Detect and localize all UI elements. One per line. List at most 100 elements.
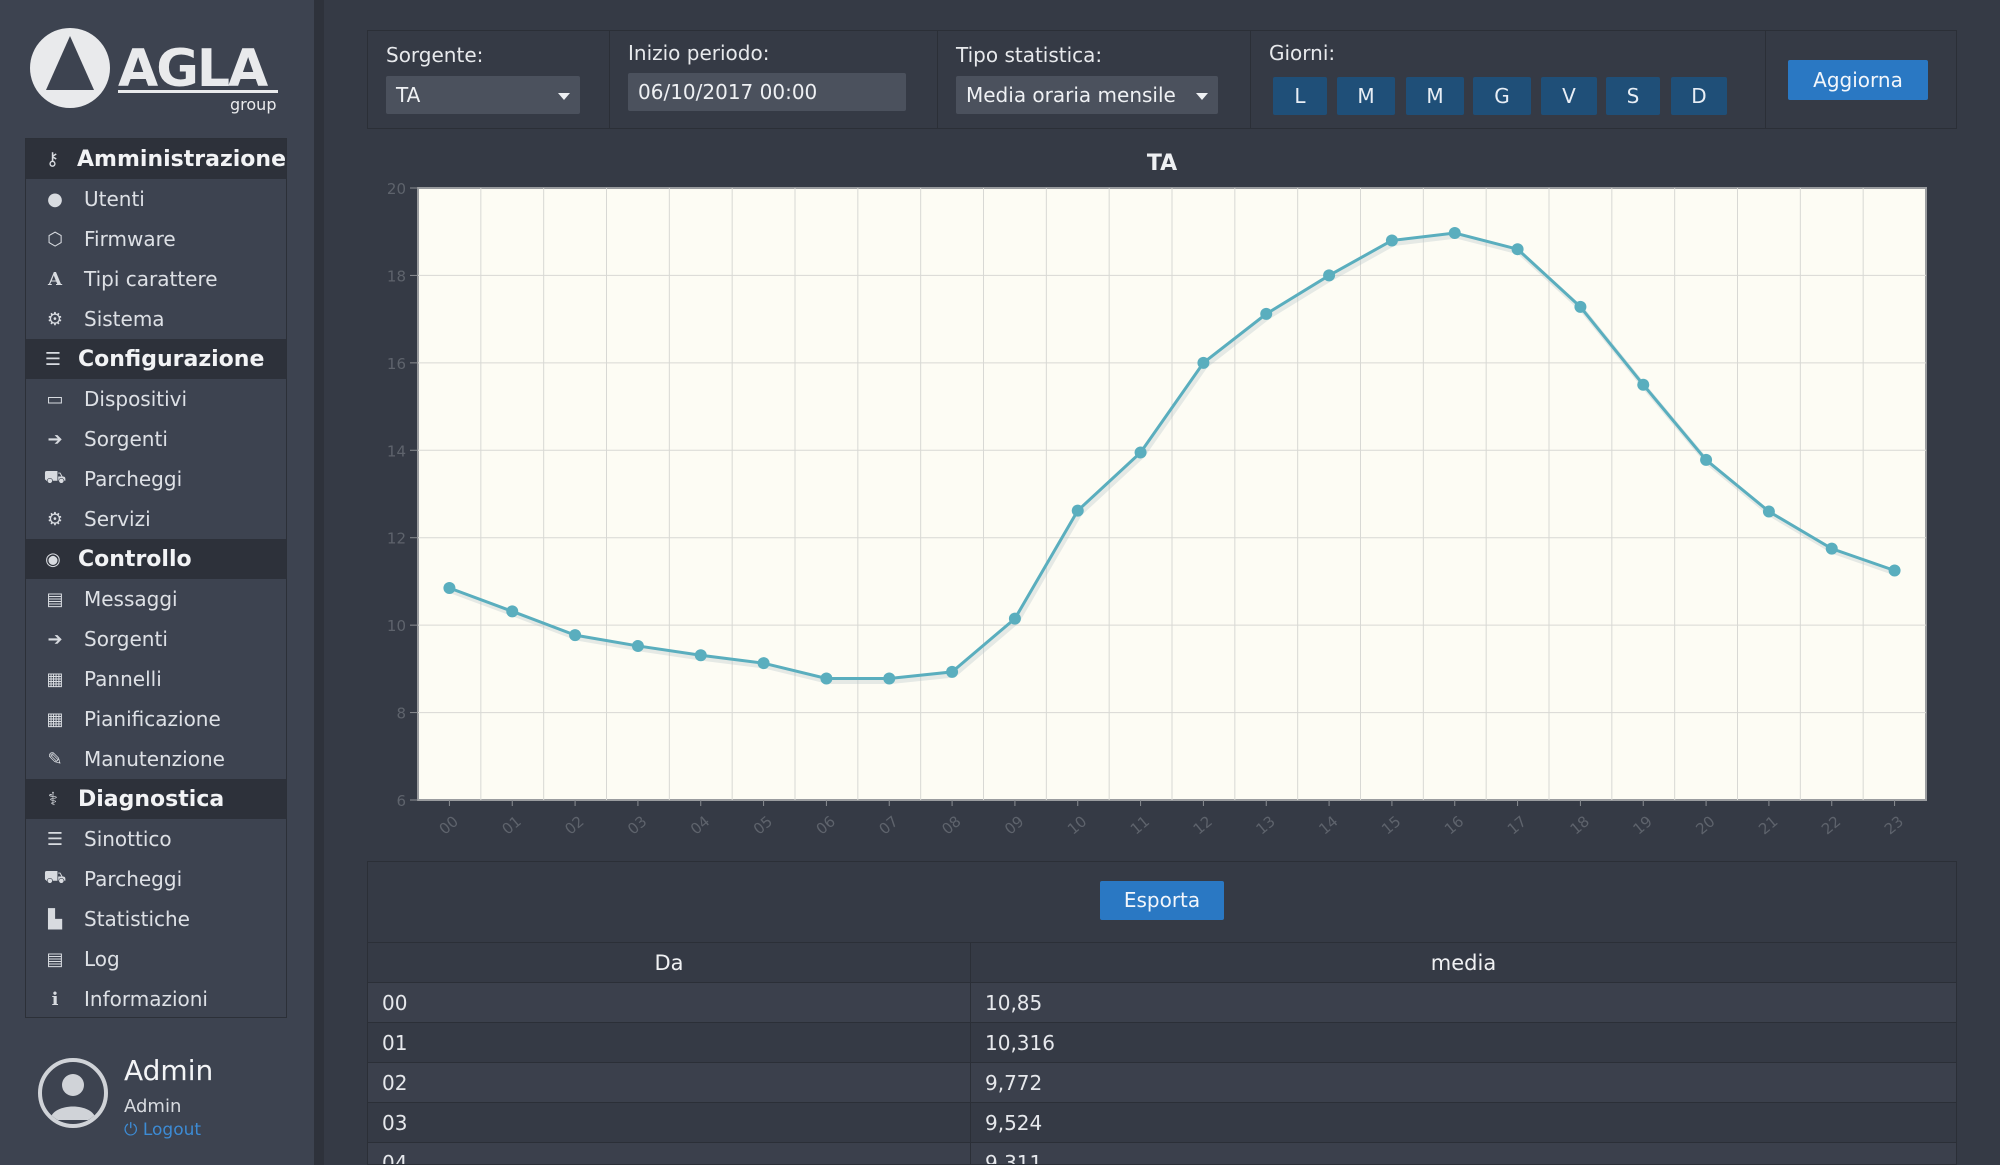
user-icon: ●	[47, 188, 63, 210]
day-button-d[interactable]: D	[1671, 77, 1727, 115]
sidebar-item-label: Parcheggi	[84, 467, 183, 491]
export-button[interactable]: Esporta	[1100, 881, 1224, 920]
x-tick-label: 16	[1441, 812, 1467, 838]
stats-table: Da media 00 10,85 01 10,316 02 9,772 03 …	[368, 943, 1956, 1164]
stats-table-panel: Esporta Da media 00 10,85 01 10,316 02 9…	[367, 861, 1957, 1165]
sidebar-item-parcheggi-diagnostica[interactable]: ⛟ Parcheggi	[26, 859, 286, 899]
x-tick-label: 05	[750, 812, 776, 838]
sidebar-item-pannelli[interactable]: ▦ Pannelli	[26, 659, 286, 699]
start-period-value: 06/10/2017 00:00	[638, 80, 818, 104]
source-select[interactable]: TA	[386, 76, 580, 114]
sign-in-icon: ➔	[47, 428, 63, 450]
day-button-l[interactable]: L	[1273, 77, 1327, 115]
sidebar-item-label: Firmware	[84, 227, 176, 251]
stat-type-value: Media oraria mensile	[966, 83, 1176, 107]
sidebar-item-informazioni[interactable]: i Informazioni	[26, 979, 286, 1019]
logo-brand: AGLA	[118, 39, 268, 99]
logout-label: Logout	[142, 1120, 202, 1140]
table-row: 00 10,85	[368, 982, 1956, 1023]
table-row: 01 10,316	[368, 1022, 1956, 1063]
cog-icon: ⚙	[46, 508, 64, 530]
x-tick-label: 06	[813, 812, 839, 838]
day-button-m1[interactable]: M	[1337, 77, 1395, 115]
cogs-icon: ⚙	[46, 308, 64, 330]
data-point	[883, 672, 896, 685]
sidebar-item-statistiche[interactable]: ▙ Statistiche	[26, 899, 286, 939]
day-button-m2[interactable]: M	[1406, 77, 1464, 115]
sidebar-item-servizi[interactable]: ⚙ Servizi	[26, 499, 286, 539]
stat-type-select[interactable]: Media oraria mensile	[956, 76, 1218, 114]
sidebar-item-label: Sorgenti	[84, 427, 168, 451]
grid-icon: ▦	[46, 668, 64, 690]
menu-section-amministrazione[interactable]: ⚷ Amministrazione	[26, 139, 286, 179]
menu-section-controllo[interactable]: ◉ Controllo	[26, 539, 286, 579]
menu-section-configurazione[interactable]: ☰ Configurazione	[26, 339, 286, 379]
logo-sub: group	[230, 95, 276, 114]
sidebar-divider	[314, 0, 324, 1165]
hdd-icon: ▭	[46, 388, 64, 410]
bar-chart-icon: ▙	[48, 908, 62, 930]
data-point	[569, 629, 582, 642]
x-tick-label: 02	[561, 812, 587, 838]
table-row: 03 9,524	[368, 1102, 1956, 1143]
cube-icon: ⬡	[47, 228, 63, 250]
sidebar-item-label: Utenti	[84, 187, 145, 211]
table-cell: 9,311	[970, 1142, 1956, 1164]
x-tick-label: 20	[1692, 812, 1718, 838]
sidebar-item-sorgenti-controllo[interactable]: ➔ Sorgenti	[26, 619, 286, 659]
sidebar-item-utenti[interactable]: ● Utenti	[26, 179, 286, 219]
x-tick-label: 07	[876, 812, 902, 838]
column-header-da: Da	[368, 943, 971, 983]
source-label: Sorgente:	[386, 43, 484, 67]
data-point	[1260, 307, 1273, 320]
refresh-button[interactable]: Aggiorna	[1788, 60, 1928, 100]
table-cell: 00	[368, 982, 971, 1023]
sidebar-item-dispositivi[interactable]: ▭ Dispositivi	[26, 379, 286, 419]
sidebar-item-label: Parcheggi	[84, 867, 183, 891]
calendar-icon: ▦	[46, 708, 64, 730]
y-tick-label: 14	[387, 442, 406, 460]
sidebar-item-label: Sorgenti	[84, 627, 168, 651]
day-button-s[interactable]: S	[1606, 77, 1660, 115]
gamepad-icon: ◉	[45, 548, 61, 570]
data-point	[443, 581, 456, 594]
agla-logo-mark: AGLA group	[30, 28, 278, 114]
x-tick-label: 23	[1881, 812, 1907, 838]
sidebar-item-label: Pianificazione	[84, 707, 221, 731]
stat-type-label: Tipo statistica:	[956, 43, 1103, 67]
chart: TA 6 8 10 12 14 16 18 20 00 01 02 03 04 05 06 07 08 09 10 1…	[387, 151, 1927, 838]
menu-section-label: Controllo	[78, 546, 192, 572]
x-tick-label: 21	[1755, 812, 1781, 838]
user-role: Admin	[124, 1096, 182, 1117]
menu-section-diagnostica[interactable]: ⚕ Diagnostica	[26, 779, 286, 819]
y-tick-label: 8	[396, 705, 406, 723]
start-period-input[interactable]: 06/10/2017 00:00	[628, 73, 906, 111]
day-button-v[interactable]: V	[1541, 77, 1597, 115]
stethoscope-icon: ⚕	[48, 788, 58, 810]
data-point	[1385, 234, 1398, 247]
sidebar-item-label: Servizi	[84, 507, 151, 531]
sidebar-item-manutenzione[interactable]: ✎ Manutenzione	[26, 739, 286, 779]
stat-type-filter: Tipo statistica: Media oraria mensile	[938, 31, 1251, 128]
data-point	[757, 657, 770, 670]
sidebar-item-pianificazione[interactable]: ▦ Pianificazione	[26, 699, 286, 739]
sidebar-item-firmware[interactable]: ⬡ Firmware	[26, 219, 286, 259]
source-select-value: TA	[396, 83, 421, 107]
list-alt-icon: ▤	[46, 948, 64, 970]
menu-section-label: Configurazione	[78, 346, 265, 372]
sidebar-item-log[interactable]: ▤ Log	[26, 939, 286, 979]
sidebar-item-sinottico[interactable]: ☰ Sinottico	[26, 819, 286, 859]
y-tick-label: 16	[387, 355, 406, 373]
day-button-g[interactable]: G	[1473, 77, 1531, 115]
table-row: 02 9,772	[368, 1062, 1956, 1103]
info-icon: i	[51, 988, 59, 1010]
sidebar-item-tipi-carattere[interactable]: A Tipi carattere	[26, 259, 286, 299]
logout-link[interactable]: ⏻ Logout	[124, 1120, 201, 1140]
sidebar-item-parcheggi[interactable]: ⛟ Parcheggi	[26, 459, 286, 499]
sidebar-item-sorgenti[interactable]: ➔ Sorgenti	[26, 419, 286, 459]
x-tick-label: 01	[499, 812, 525, 838]
sidebar-item-sistema[interactable]: ⚙ Sistema	[26, 299, 286, 339]
x-tick-label: 08	[938, 812, 964, 838]
sidebar-item-messaggi[interactable]: ▤ Messaggi	[26, 579, 286, 619]
x-tick-label: 03	[624, 812, 650, 838]
